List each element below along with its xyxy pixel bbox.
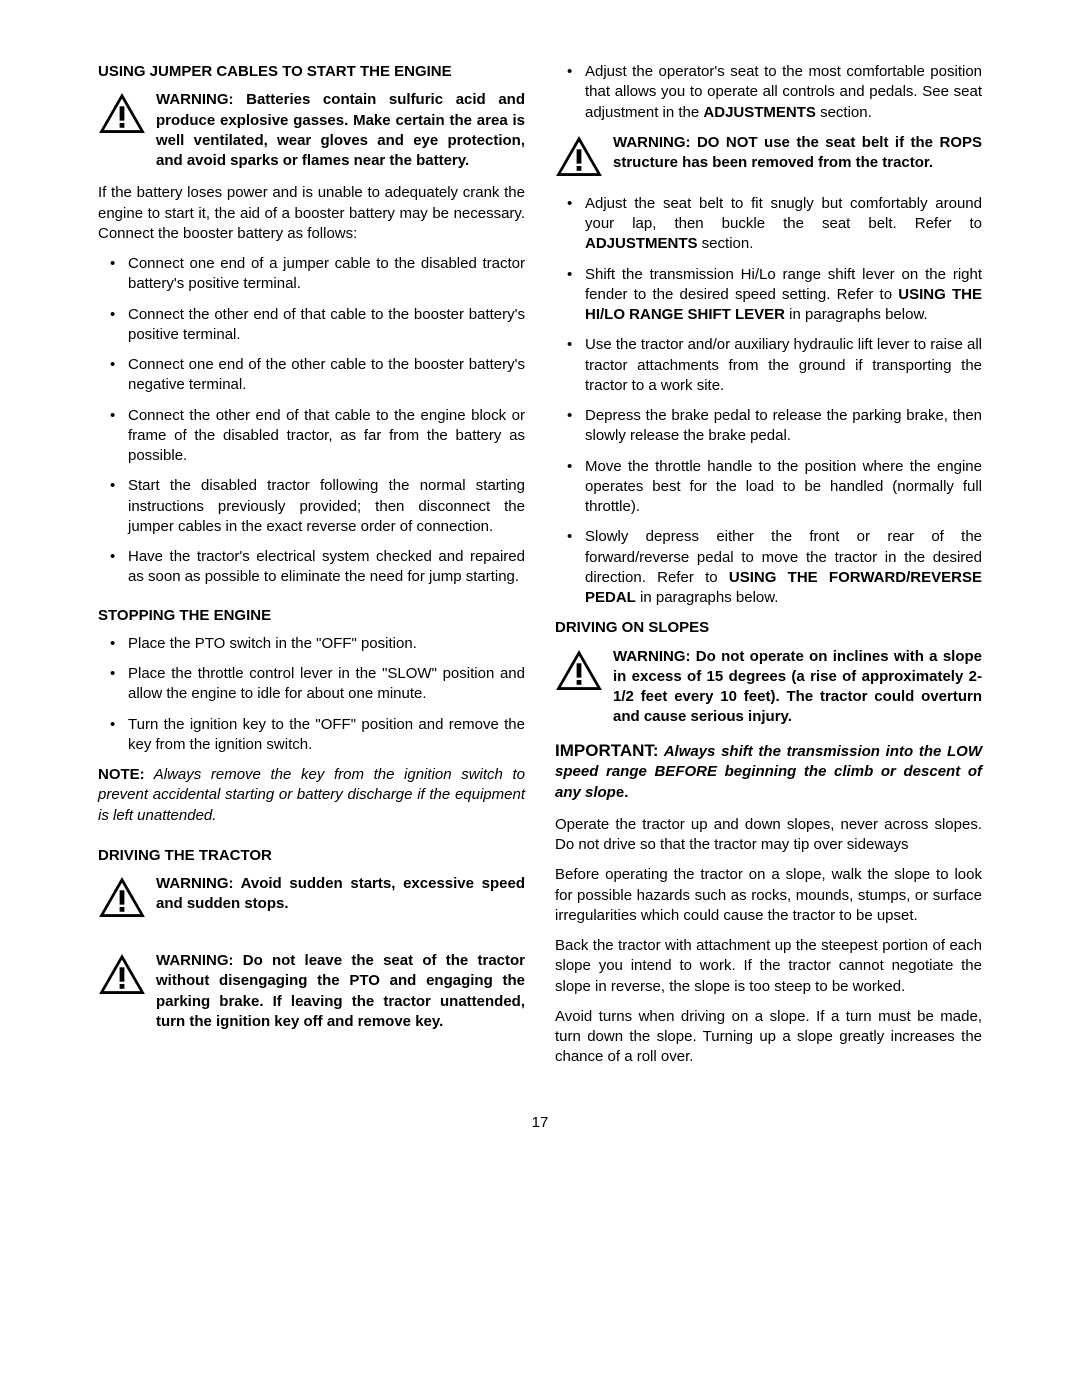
text: in paragraphs below. (785, 306, 928, 323)
list-item: Shift the transmission Hi/Lo range shift… (555, 265, 982, 326)
para-slope-1: Operate the tractor up and down slopes, … (555, 815, 982, 856)
para-slope-4: Avoid turns when driving on a slope. If … (555, 1007, 982, 1068)
list-jumper-steps: Connect one end of a jumper cable to the… (98, 254, 525, 588)
para-slope-2: Before operating the tractor on a slope,… (555, 865, 982, 926)
warning-sudden-starts: WARNING: Avoid sudden starts, excessive … (98, 874, 525, 923)
list-item: Move the throttle handle to the position… (555, 457, 982, 518)
list-item: Connect one end of the other cable to th… (98, 355, 525, 396)
text: in paragraphs below. (636, 589, 779, 606)
warning-seat-belt: WARNING: DO NOT use the seat belt if the… (555, 133, 982, 182)
warning-text: WARNING: Do not operate on inclines with… (613, 647, 982, 728)
list-stop-steps: Place the PTO switch in the "OFF" positi… (98, 634, 525, 755)
list-item: Depress the brake pedal to release the p… (555, 406, 982, 447)
bold-text: ADJUSTMENTS (703, 104, 816, 121)
warning-text: WARNING: DO NOT use the seat belt if the… (613, 133, 982, 182)
right-column: Adjust the operator's seat to the most c… (555, 62, 982, 1078)
heading-jumper-cables: USING JUMPER CABLES TO START THE ENGINE (98, 62, 525, 82)
list-item: Turn the ignition key to the "OFF" posit… (98, 715, 525, 756)
warning-icon (98, 874, 146, 923)
heading-stopping-engine: STOPPING THE ENGINE (98, 606, 525, 626)
note-body: Always remove the key from the ignition … (98, 766, 525, 824)
page: USING JUMPER CABLES TO START THE ENGINE … (0, 0, 1080, 1118)
list-pre-drive-1: Adjust the operator's seat to the most c… (555, 62, 982, 123)
important-low-range: IMPORTANT: Always shift the transmission… (555, 740, 982, 803)
list-item: Adjust the seat belt to fit snugly but c… (555, 194, 982, 255)
note-remove-key: NOTE: Always remove the key from the ign… (98, 765, 525, 826)
text: section. (816, 104, 872, 121)
list-item: Adjust the operator's seat to the most c… (555, 62, 982, 123)
list-item: Connect one end of a jumper cable to the… (98, 254, 525, 295)
list-item: Slowly depress either the front or rear … (555, 527, 982, 608)
warning-text: WARNING: Avoid sudden starts, excessive … (156, 874, 525, 923)
bold-text: ADJUSTMENTS (585, 235, 698, 252)
warning-icon (98, 951, 146, 1032)
heading-driving-slopes: DRIVING ON SLOPES (555, 618, 982, 638)
para-intro: If the battery loses power and is unable… (98, 183, 525, 244)
important-tail: e. (616, 784, 629, 801)
page-number: 17 (0, 1114, 1080, 1131)
list-item: Connect the other end of that cable to t… (98, 305, 525, 346)
left-column: USING JUMPER CABLES TO START THE ENGINE … (98, 62, 525, 1078)
list-item: Start the disabled tractor following the… (98, 476, 525, 537)
warning-slopes: WARNING: Do not operate on inclines with… (555, 647, 982, 728)
important-lead: IMPORTANT: (555, 741, 659, 760)
para-slope-3: Back the tractor with attachment up the … (555, 936, 982, 997)
list-item: Use the tractor and/or auxiliary hydraul… (555, 335, 982, 396)
warning-text: WARNING: Batteries contain sulfuric acid… (156, 90, 525, 171)
list-item: Place the throttle control lever in the … (98, 664, 525, 705)
warning-leave-seat: WARNING: Do not leave the seat of the tr… (98, 951, 525, 1032)
list-item: Place the PTO switch in the "OFF" positi… (98, 634, 525, 654)
heading-driving-tractor: DRIVING THE TRACTOR (98, 846, 525, 866)
warning-text: WARNING: Do not leave the seat of the tr… (156, 951, 525, 1032)
warning-icon (98, 90, 146, 171)
note-lead: NOTE: (98, 766, 145, 783)
list-item: Connect the other end of that cable to t… (98, 406, 525, 467)
list-pre-drive-2: Adjust the seat belt to fit snugly but c… (555, 194, 982, 609)
warning-icon (555, 647, 603, 728)
warning-icon (555, 133, 603, 182)
warning-batteries: WARNING: Batteries contain sulfuric acid… (98, 90, 525, 171)
text: section. (698, 235, 754, 252)
list-item: Have the tractor's electrical system che… (98, 547, 525, 588)
text: Adjust the seat belt to fit snugly but c… (585, 195, 982, 232)
